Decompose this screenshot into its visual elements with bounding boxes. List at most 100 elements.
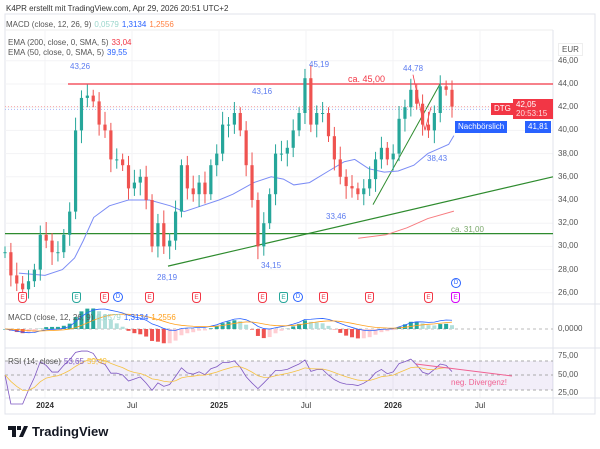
macd-histogram-bar — [344, 329, 349, 336]
high-label: 43,26 — [70, 62, 91, 71]
price-tick: 28,00 — [558, 264, 579, 274]
earnings-icon[interactable]: E — [279, 292, 288, 303]
postmarket-price: 41,81 — [525, 121, 552, 133]
time-tick: Jul — [126, 401, 138, 410]
macd-histogram-bar — [291, 326, 296, 329]
macd-histogram-bar — [114, 323, 119, 329]
earnings-icon[interactable]: E — [258, 292, 267, 303]
earnings-icon[interactable]: E — [319, 292, 328, 303]
candle — [409, 89, 413, 108]
trendline — [167, 176, 554, 267]
macd-histogram-bar — [79, 311, 84, 329]
earnings-icon[interactable]: E — [72, 292, 81, 303]
macd-histogram-bar — [55, 326, 60, 329]
candle — [373, 159, 378, 180]
candle — [332, 136, 336, 160]
macd-histogram-bar — [167, 329, 172, 344]
high-label: 44,78 — [403, 64, 424, 73]
tradingview-logo[interactable]: TradingView — [8, 424, 108, 439]
divergence-label: neg. Divergenz! — [451, 378, 508, 387]
macd-histogram-bar — [226, 321, 231, 329]
macd-histogram-bar — [155, 329, 160, 342]
candle — [44, 234, 48, 241]
candle — [56, 252, 60, 254]
earnings-icon[interactable]: E — [365, 292, 374, 303]
rsi-tick: 75,00 — [558, 351, 579, 360]
time-tick: Jul — [300, 401, 312, 410]
low-label: 28,19 — [157, 273, 178, 282]
trendline-steep — [372, 83, 441, 205]
earnings-icon[interactable]: E — [18, 292, 27, 303]
candle — [103, 124, 107, 131]
macd-histogram-bar — [279, 329, 284, 331]
macd-histogram-bar — [391, 329, 396, 331]
price-tick: 38,00 — [558, 148, 579, 158]
macd-histogram-bar — [302, 320, 307, 329]
candle — [121, 159, 125, 166]
candle — [362, 188, 366, 195]
earnings-icon[interactable]: E — [100, 292, 109, 303]
macd-histogram-bar — [385, 329, 390, 332]
candle — [215, 153, 219, 166]
candle — [191, 188, 195, 195]
macd-histogram-bar — [102, 314, 107, 329]
macd-histogram-bar — [173, 329, 178, 341]
macd-histogram-bar — [367, 329, 372, 338]
candle — [315, 113, 319, 125]
candle — [79, 97, 84, 131]
macd-histogram-bar — [73, 317, 78, 329]
macd-histogram-bar — [85, 308, 90, 329]
macd-histogram-bar — [126, 329, 131, 331]
macd-histogram-bar — [50, 326, 55, 329]
time-tick: 2025 — [210, 401, 228, 410]
postmarket-label: Nachbörslich — [455, 121, 508, 133]
macd-histogram-bar — [420, 323, 425, 329]
price-tick: 40,00 — [558, 125, 579, 135]
candle — [379, 147, 384, 160]
candle — [273, 153, 278, 195]
candle — [262, 223, 266, 247]
macd-histogram-bar — [314, 322, 319, 329]
candle — [321, 113, 325, 114]
macd-histogram-bar — [238, 321, 243, 329]
dividend-icon[interactable]: D — [451, 278, 461, 288]
macd-histogram-bar — [91, 308, 96, 329]
earnings-icon[interactable]: E — [145, 292, 154, 303]
macd-legend: MACD (close, 12, 26, 9) 0,0579 1,3134 1,255… — [8, 313, 176, 322]
ema50-legend: EMA (50, close, 0, SMA, 5) 39,55 — [8, 48, 128, 57]
support-label: ca. 31,00 — [451, 225, 484, 234]
candle — [21, 283, 25, 290]
macd-histogram-bar — [438, 324, 443, 329]
macd-histogram-bar — [150, 329, 155, 341]
price-tick: 34,00 — [558, 195, 579, 204]
earnings-icon[interactable]: E — [192, 292, 201, 303]
earnings-icon[interactable]: E — [424, 292, 433, 303]
rsi-tick: 25,00 — [558, 388, 579, 397]
earnings-icon[interactable]: E — [451, 292, 460, 303]
macd-histogram-bar — [432, 325, 437, 329]
macd-histogram-bar — [232, 320, 237, 329]
currency-label[interactable]: EUR — [558, 43, 583, 56]
macd-histogram-bar — [426, 325, 431, 329]
macd-histogram-bar — [273, 329, 278, 334]
rsi-line — [4, 350, 453, 405]
chart-frame — [4, 13, 596, 415]
price-tick: 44,00 — [558, 79, 579, 88]
candle — [97, 101, 101, 125]
ema200-line — [358, 210, 455, 239]
candle — [197, 182, 201, 195]
macd-histogram-bar — [255, 329, 260, 336]
macd-histogram-bar — [267, 329, 272, 338]
dividend-icon[interactable]: D — [113, 292, 123, 302]
candle — [438, 86, 442, 113]
dividend-icon[interactable]: D — [293, 292, 303, 302]
candle — [109, 130, 113, 160]
macd-histogram-bar — [61, 325, 66, 329]
candle — [185, 165, 189, 189]
candle — [221, 124, 225, 154]
price-tick: 26,00 — [558, 287, 579, 297]
candle — [309, 78, 313, 125]
macd-histogram-bar — [32, 329, 37, 333]
candle — [350, 186, 354, 189]
